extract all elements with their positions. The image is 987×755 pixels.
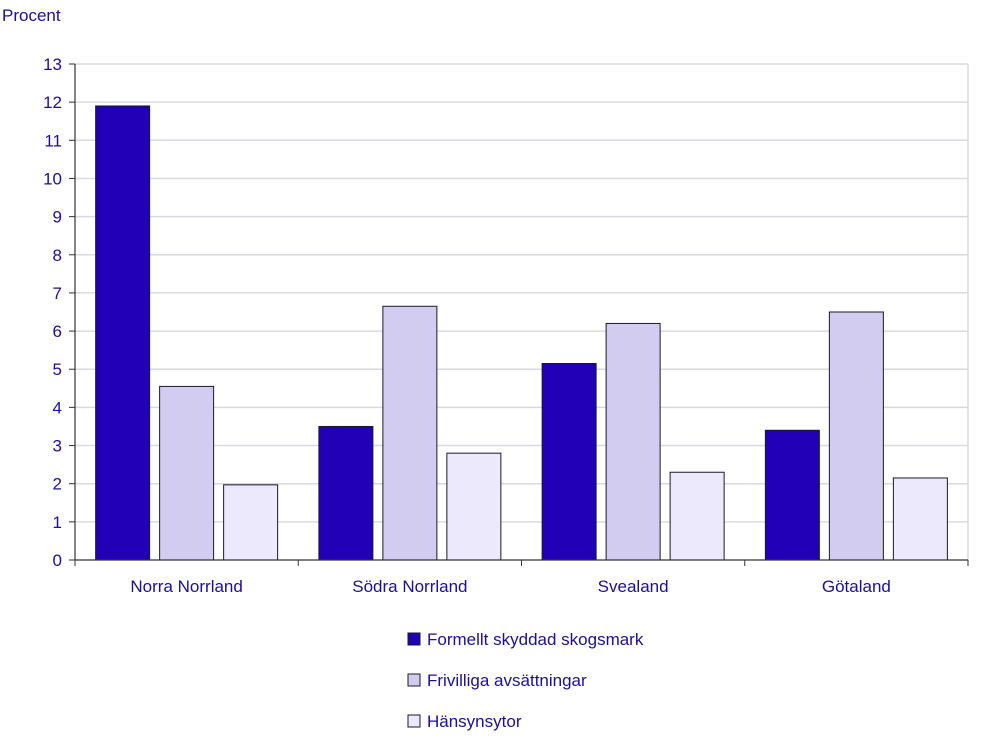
y-tick-label: 8 (53, 246, 62, 265)
bar-formellt-skyddad-skogsmark-3[interactable] (541, 363, 597, 561)
legend-label: Hänsynsytor (427, 712, 522, 731)
bar-h-nsynsytor-4[interactable] (892, 477, 948, 561)
y-tick-label: 1 (53, 513, 62, 532)
x-category-label: Svealand (598, 577, 669, 596)
bar-formellt-skyddad-skogsmark-2[interactable] (318, 425, 374, 561)
y-tick-label: 5 (53, 360, 62, 379)
y-tick-label: 0 (53, 551, 62, 570)
bar-formellt-skyddad-skogsmark-4[interactable] (764, 429, 820, 561)
y-tick-label: 13 (43, 55, 62, 74)
legend-swatch (407, 632, 421, 646)
bar-frivilliga-avs-ttningar-2[interactable] (382, 305, 438, 561)
bar-frivilliga-avs-ttningar-1[interactable] (159, 385, 215, 561)
bar-h-nsynsytor-2[interactable] (446, 452, 502, 561)
legend-swatch (407, 714, 421, 728)
y-tick-label: 12 (43, 93, 62, 112)
x-category-label: Södra Norrland (352, 577, 467, 596)
y-tick-label: 11 (44, 131, 62, 150)
y-tick-label: 3 (53, 437, 62, 456)
y-tick-label: 7 (53, 284, 62, 303)
y-axis-label: Procent (2, 6, 61, 25)
y-tick-label: 4 (53, 398, 62, 417)
bar-formellt-skyddad-skogsmark-1[interactable] (95, 105, 151, 561)
legend-label: Frivilliga avsättningar (427, 671, 587, 690)
y-tick-label: 6 (53, 322, 62, 341)
x-category-label: Götaland (822, 577, 891, 596)
bar-frivilliga-avs-ttningar-3[interactable] (605, 322, 661, 561)
bar-h-nsynsytor-3[interactable] (669, 471, 725, 561)
bar-frivilliga-avs-ttningar-4[interactable] (828, 311, 884, 561)
legend-swatch (407, 673, 421, 687)
x-category-label: Norra Norrland (130, 577, 242, 596)
y-tick-label: 2 (53, 475, 62, 494)
bar-h-nsynsytor-1[interactable] (223, 484, 279, 561)
y-tick-label: 10 (43, 169, 62, 188)
legend-label: Formellt skyddad skogsmark (427, 630, 644, 649)
y-tick-label: 9 (53, 208, 62, 227)
